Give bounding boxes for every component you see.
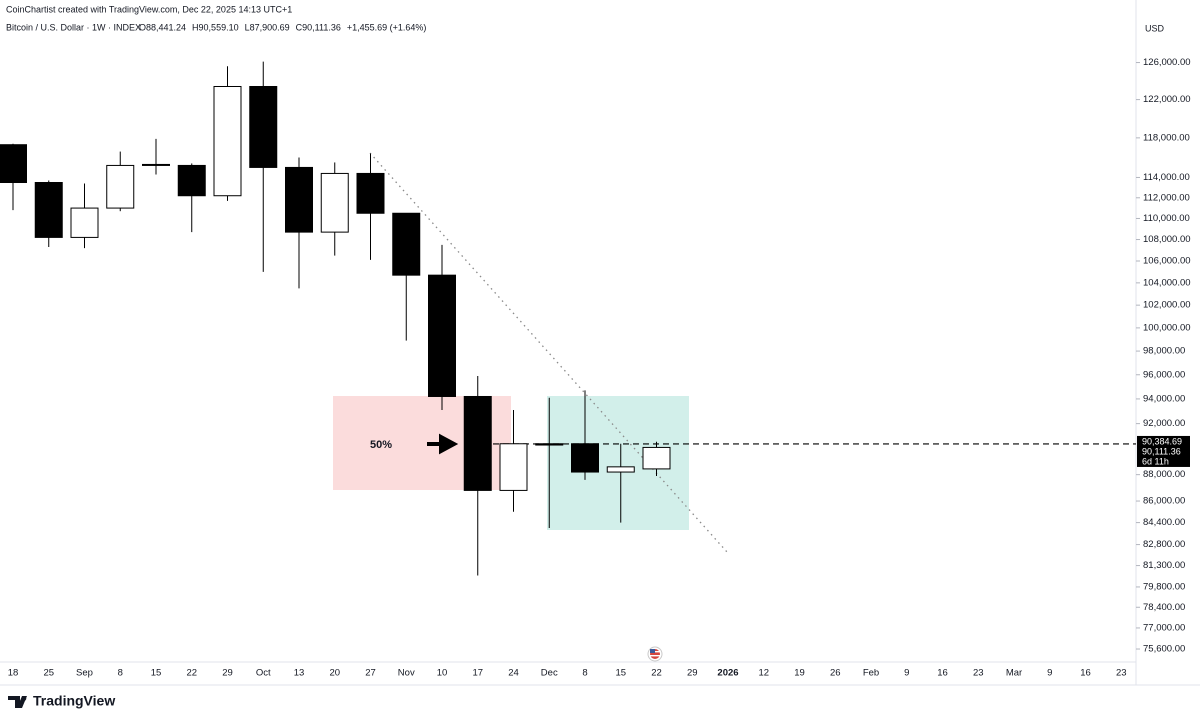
x-tick-label: Oct	[256, 668, 271, 679]
y-tick-label: 86,000.00	[1143, 496, 1185, 507]
candle-body	[463, 395, 492, 491]
y-tick-label: 104,000.00	[1143, 277, 1191, 288]
candle-body	[213, 85, 242, 197]
x-tick-label: Nov	[398, 668, 415, 679]
y-tick-label: 118,000.00	[1143, 132, 1190, 143]
ohlc-value: L87,900.69	[245, 22, 290, 32]
x-tick-label: 12	[758, 668, 769, 679]
x-tick-label: 19	[794, 668, 805, 679]
candle-body	[0, 144, 27, 184]
price-label: 90,111.36	[1142, 446, 1181, 456]
x-tick-label: Sep	[76, 668, 93, 679]
y-tick-label: 79,800.00	[1143, 581, 1185, 592]
x-tick-label: 17	[472, 668, 483, 679]
candle-body	[142, 163, 170, 166]
y-tick-label: 114,000.00	[1143, 172, 1190, 183]
x-tick-label: 20	[329, 668, 340, 679]
x-tick-label: 26	[830, 668, 841, 679]
y-tick-label: 94,000.00	[1143, 393, 1185, 404]
change-value: +1,455.69 (+1.64%)	[347, 22, 427, 32]
candle-body	[642, 446, 671, 470]
x-tick-label: 16	[937, 668, 948, 679]
candle-body	[428, 274, 456, 397]
candle-body	[249, 85, 278, 168]
x-tick-label: 23	[1116, 668, 1127, 679]
y-tick-label: 92,000.00	[1143, 418, 1185, 429]
annotation-label: 50%	[370, 439, 392, 451]
x-tick-label: 10	[437, 668, 448, 679]
y-tick-label: 112,000.00	[1143, 192, 1190, 203]
candle-body	[571, 443, 599, 473]
y-tick-label: 110,000.00	[1143, 213, 1190, 224]
x-tick-label: 8	[118, 668, 123, 679]
candle-body	[70, 207, 99, 238]
y-tick-label: 100,000.00	[1143, 322, 1191, 333]
y-tick-label: 84,400.00	[1143, 517, 1185, 528]
price-label-box	[1137, 435, 1190, 467]
x-tick-label: 9	[1047, 668, 1052, 679]
brand-name: TradingView	[33, 693, 115, 709]
x-tick-label: 2026	[717, 668, 738, 679]
y-tick-label: 126,000.00	[1143, 57, 1191, 68]
x-tick-label: 15	[615, 668, 626, 679]
candle-body	[320, 172, 349, 233]
x-tick-label: 29	[222, 668, 233, 679]
ohlc-value: H90,559.10	[192, 22, 239, 32]
candle-body	[106, 164, 135, 209]
candle-body	[535, 443, 564, 446]
y-tick-label: 102,000.00	[1143, 300, 1191, 311]
y-tick-label: 77,000.00	[1143, 622, 1185, 633]
x-tick-label: 16	[1080, 668, 1091, 679]
countdown: 6d 11h	[1142, 456, 1169, 466]
x-tick-label: Mar	[1006, 668, 1022, 679]
ohlc-value: C90,111.36	[296, 22, 341, 32]
x-tick-label: Dec	[541, 668, 558, 679]
x-tick-label: 23	[973, 668, 984, 679]
candle-body	[34, 182, 63, 238]
candle-body	[285, 166, 313, 233]
brand-logo	[8, 696, 27, 708]
y-tick-label: 98,000.00	[1143, 346, 1185, 357]
price-label: 90,384.69	[1142, 436, 1182, 446]
candle-body	[177, 164, 206, 197]
x-tick-label: 22	[186, 668, 197, 679]
currency: USD	[1145, 23, 1165, 33]
y-tick-label: 122,000.00	[1143, 94, 1191, 105]
x-tick-label: 18	[8, 668, 19, 679]
candle-body	[606, 466, 635, 473]
x-tick-label: 15	[151, 668, 162, 679]
x-tick-label: 24	[508, 668, 519, 679]
x-tick-label: 13	[294, 668, 305, 679]
y-tick-label: 82,800.00	[1143, 539, 1185, 550]
x-tick-label: 9	[904, 668, 909, 679]
x-tick-label: 22	[651, 668, 662, 679]
ohlc-value: O88,441.24	[139, 22, 186, 32]
x-tick-label: 27	[365, 668, 376, 679]
y-tick-label: 75,600.00	[1143, 644, 1185, 655]
y-tick-label: 96,000.00	[1143, 369, 1185, 380]
x-tick-label: Feb	[863, 668, 879, 679]
y-tick-label: 88,000.00	[1143, 469, 1185, 480]
candle-body	[392, 212, 421, 276]
y-tick-label: 106,000.00	[1143, 256, 1191, 267]
candle-body	[356, 172, 385, 214]
y-tick-label: 78,400.00	[1143, 602, 1185, 613]
x-tick-label: 29	[687, 668, 698, 679]
arrow	[427, 433, 459, 455]
y-tick-label: 108,000.00	[1143, 234, 1191, 245]
x-tick-label: 8	[582, 668, 587, 679]
symbol-title: Bitcoin / U.S. Dollar · 1W · INDEX	[6, 22, 141, 32]
x-tick-label: 25	[43, 668, 54, 679]
y-tick-label: 81,300.00	[1143, 560, 1185, 571]
trend-line	[369, 152, 728, 553]
watermark: CoinChartist created with TradingView.co…	[6, 4, 292, 14]
candle-body	[499, 443, 528, 491]
flag-icon	[647, 646, 663, 662]
